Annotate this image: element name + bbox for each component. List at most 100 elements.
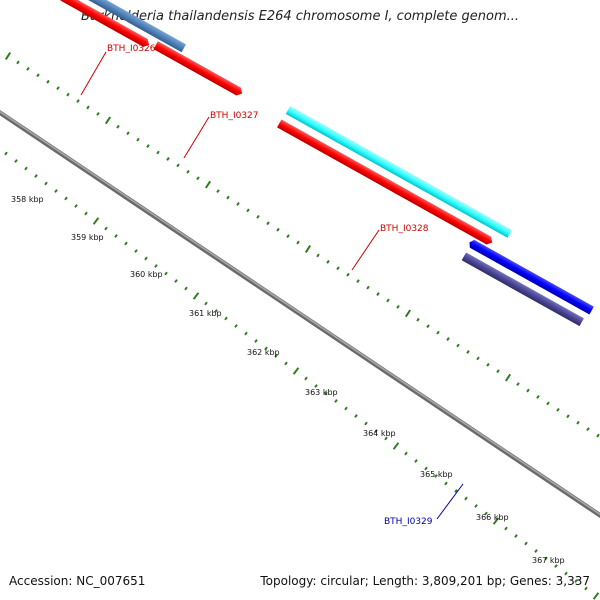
outer-tick-mark bbox=[436, 330, 440, 335]
outer-tick-mark bbox=[426, 324, 430, 329]
inner-tick-mark bbox=[192, 292, 200, 300]
outer-tick-mark bbox=[586, 427, 590, 432]
outer-tick-mark bbox=[416, 317, 420, 322]
inner-tick-mark bbox=[324, 391, 328, 396]
inner-tick-mark bbox=[204, 301, 208, 306]
inner-tick-mark bbox=[234, 324, 238, 328]
outer-tick-mark bbox=[166, 157, 170, 161]
outer-tick-mark bbox=[566, 414, 570, 419]
inner-tick-mark bbox=[424, 466, 428, 471]
outer-tick-mark bbox=[516, 382, 520, 386]
inner-tick-mark bbox=[492, 517, 500, 525]
inner-tick-mark bbox=[534, 549, 538, 553]
outer-tick-mark bbox=[146, 144, 150, 148]
inner-tick-mark bbox=[354, 414, 358, 418]
outer-tick-mark bbox=[216, 189, 220, 193]
outer-tick-mark bbox=[46, 79, 50, 84]
inner-tick-mark bbox=[444, 481, 448, 486]
inner-tick-mark bbox=[364, 421, 368, 426]
inner-tick-mark bbox=[524, 541, 528, 546]
outer-tick-mark bbox=[16, 60, 20, 65]
inner-tick-mark bbox=[304, 376, 308, 381]
outer-tick-mark bbox=[56, 86, 60, 91]
outer-tick-mark bbox=[136, 137, 140, 142]
gene-bth-i0328-feature[interactable] bbox=[285, 106, 512, 238]
inner-tick-mark bbox=[224, 316, 228, 321]
inner-tick-mark bbox=[554, 564, 558, 568]
gene-bth-i0328-cds[interactable] bbox=[277, 119, 494, 247]
outer-tick-mark bbox=[546, 401, 550, 406]
outer-tick-mark bbox=[36, 73, 40, 78]
outer-tick-mark bbox=[236, 202, 240, 206]
outer-tick-mark bbox=[356, 279, 360, 284]
inner-tick-mark bbox=[514, 534, 518, 538]
outer-tick-mark bbox=[346, 272, 350, 277]
inner-tick-mark bbox=[254, 339, 258, 343]
inner-tick-mark bbox=[274, 354, 278, 358]
outer-tick-mark bbox=[386, 298, 390, 303]
kbp-label: 366 kbp bbox=[476, 513, 509, 522]
outer-tick-mark bbox=[126, 131, 130, 136]
outer-tick-mark bbox=[596, 433, 600, 438]
outer-tick-mark bbox=[204, 180, 212, 189]
outer-tick-mark bbox=[266, 221, 270, 226]
inner-tick-mark bbox=[474, 504, 478, 508]
inner-tick-mark bbox=[414, 459, 418, 463]
outer-tick-mark bbox=[504, 373, 512, 382]
inner-tick-mark bbox=[344, 406, 348, 411]
inner-tick-mark bbox=[374, 429, 378, 433]
inner-tick-mark bbox=[292, 367, 300, 375]
gene-bth-i0326-feature[interactable] bbox=[72, 0, 186, 53]
inner-tick-mark bbox=[84, 211, 88, 216]
gene-label-bth-i0328[interactable]: BTH_I0328 bbox=[380, 224, 429, 234]
outer-strand bbox=[72, 0, 594, 315]
outer-tick-mark bbox=[286, 234, 290, 239]
inner-tick-mark bbox=[164, 271, 168, 276]
outer-tick-mark bbox=[86, 105, 90, 110]
outer-tick-mark bbox=[404, 309, 412, 318]
gene-label-bth-i0327[interactable]: BTH_I0327 bbox=[210, 111, 259, 121]
outer-tick-mark bbox=[296, 240, 300, 245]
gene-bth-i0329-feature[interactable] bbox=[467, 238, 594, 315]
outer-tick-mark bbox=[576, 420, 580, 425]
outer-tick-mark bbox=[66, 92, 70, 97]
inner-tick-mark bbox=[44, 181, 48, 186]
inner-tick-mark bbox=[404, 451, 408, 456]
outer-tick-mark bbox=[226, 195, 230, 200]
inner-tick-mark bbox=[264, 346, 268, 351]
outer-tick-mark bbox=[4, 52, 12, 60]
inner-tick-mark bbox=[484, 511, 488, 516]
genome-backbone bbox=[0, 109, 600, 519]
gene-label-bth-i0329[interactable]: BTH_I0329 bbox=[384, 517, 433, 527]
map-title: Burkholderia thailandensis E264 chromoso… bbox=[80, 9, 520, 24]
kbp-scale-labels: 358 kbp 359 kbp 360 kbp 361 kbp 362 kbp … bbox=[11, 195, 565, 565]
outer-tick-mark bbox=[276, 227, 280, 232]
inner-tick-mark bbox=[592, 592, 600, 600]
inner-tick-mark bbox=[184, 286, 188, 291]
outer-tick-mark bbox=[96, 112, 100, 116]
kbp-label: 359 kbp bbox=[71, 233, 104, 242]
genome-stats-label: Topology: circular; Length: 3,809,201 bp… bbox=[260, 574, 590, 588]
outer-tick-mark bbox=[476, 356, 480, 361]
gene-bth-i0329-cds[interactable] bbox=[461, 252, 584, 327]
outer-tick-mark bbox=[396, 305, 400, 309]
outer-tick-mark bbox=[246, 208, 250, 213]
outer-tick-mark bbox=[26, 66, 30, 71]
inner-tick-row bbox=[4, 151, 600, 600]
inner-tick-mark bbox=[124, 241, 128, 246]
outer-tick-mark bbox=[326, 259, 330, 264]
inner-tick-mark bbox=[54, 189, 58, 193]
kbp-label: 361 kbp bbox=[189, 309, 222, 318]
gene-label-bth-i0326[interactable]: BTH_I0326 bbox=[107, 44, 156, 54]
outer-tick-mark bbox=[116, 124, 120, 129]
gene-bth-i0326-cds[interactable] bbox=[60, 0, 151, 49]
inner-tick-mark bbox=[154, 264, 158, 268]
outer-tick-mark bbox=[376, 292, 380, 296]
inner-tick-mark bbox=[74, 204, 78, 208]
inner-tick-mark bbox=[174, 279, 178, 283]
inner-tick-mark bbox=[4, 151, 8, 156]
gene-bth-i0327-cds[interactable] bbox=[153, 41, 245, 97]
inner-tick-mark bbox=[454, 489, 458, 493]
